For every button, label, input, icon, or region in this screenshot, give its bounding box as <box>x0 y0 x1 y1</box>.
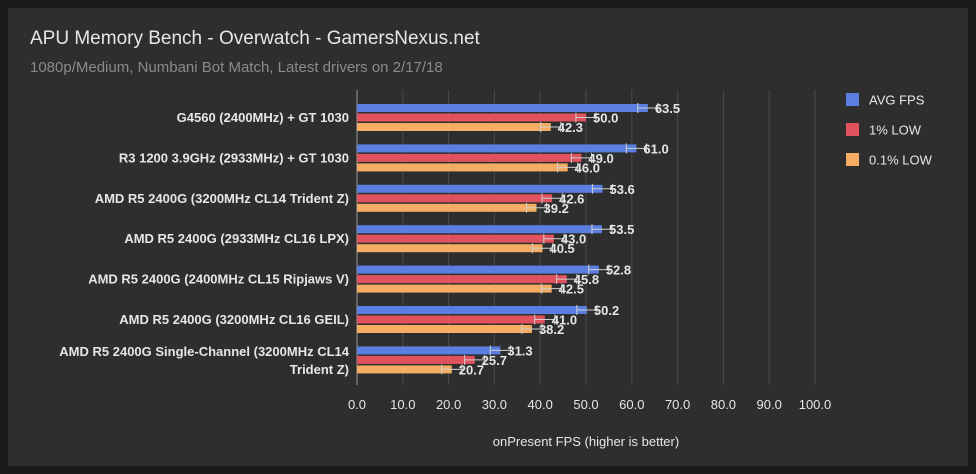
bar <box>357 234 554 243</box>
legend-label: 1% LOW <box>869 123 922 138</box>
bar <box>357 123 551 131</box>
category-label: AMD R5 2400G (3200MHz CL16 GEIL) <box>119 312 349 327</box>
category-label: AMD R5 2400G (3200MHz CL14 Trident Z) <box>95 191 349 206</box>
error-bar <box>489 345 511 356</box>
bar <box>357 144 637 153</box>
error-bar <box>441 364 463 375</box>
x-tick-label: 40.0 <box>528 397 553 412</box>
bar <box>357 275 567 284</box>
bar <box>357 113 586 122</box>
bar <box>357 355 475 364</box>
bar <box>357 325 532 333</box>
data-label: 25.7 <box>482 353 507 368</box>
category-label: AMD R5 2400G (2933MHz CL16 LPX) <box>124 231 349 246</box>
legend-label: AVG FPS <box>869 93 925 108</box>
data-label: 49.0 <box>588 151 613 166</box>
error-bar <box>531 243 554 254</box>
bar <box>357 265 599 274</box>
error-bar <box>557 162 579 173</box>
bar <box>357 153 582 162</box>
x-tick-label: 100.0 <box>799 397 832 412</box>
bar <box>357 104 648 112</box>
bar <box>357 225 603 234</box>
bar-chart: 0.0 10.0 20.0 30.0 40.0 50.0 60.0 70.0 80.0 90.0 1… <box>59 90 933 449</box>
data-label: 38.2 <box>539 322 564 337</box>
bar <box>357 203 537 212</box>
data-label: 39.2 <box>544 201 569 216</box>
x-tick-label: 0.0 <box>348 397 366 412</box>
category-label: AMD R5 2400G (2400MHz CL15 Ripjaws V) <box>88 272 349 287</box>
data-label: 50.0 <box>593 111 618 126</box>
legend-swatch <box>846 93 859 106</box>
bar <box>357 365 452 374</box>
data-label: 41.0 <box>552 313 577 328</box>
chart-subtitle: 1080p/Medium, Numbani Bot Match, Latest … <box>30 59 443 76</box>
bar <box>357 184 603 193</box>
bar <box>357 315 545 324</box>
data-label: 40.5 <box>549 241 574 256</box>
data-label: 50.2 <box>594 303 619 318</box>
error-bar <box>540 122 562 132</box>
error-bar <box>588 264 610 275</box>
bar <box>357 284 552 293</box>
data-label: 63.5 <box>655 101 680 116</box>
bar <box>357 244 543 253</box>
data-label: 61.0 <box>643 141 668 156</box>
error-bar <box>521 324 543 334</box>
error-bar <box>575 112 597 123</box>
data-label: 52.8 <box>606 263 631 278</box>
x-tick-label: 70.0 <box>665 397 690 412</box>
category-label: AMD R5 2400G Single-Channel (3200MHz CL1… <box>59 344 349 377</box>
legend-swatch <box>846 153 859 166</box>
legend-label: 0.1% LOW <box>869 153 933 168</box>
error-bar <box>543 233 565 244</box>
x-tick-label: 30.0 <box>482 397 507 412</box>
bar <box>357 346 501 355</box>
error-bar <box>464 354 486 365</box>
error-bar <box>525 202 548 213</box>
error-bar <box>591 183 614 194</box>
data-label: 46.0 <box>575 160 600 175</box>
error-bar <box>591 224 613 235</box>
data-label: 42.3 <box>558 120 583 135</box>
x-tick-label: 80.0 <box>711 397 736 412</box>
error-bar <box>534 314 556 325</box>
bar <box>357 194 553 203</box>
bar <box>357 306 587 314</box>
x-tick-label: 20.0 <box>436 397 461 412</box>
data-label: 42.5 <box>559 282 584 297</box>
x-tick-label: 60.0 <box>619 397 644 412</box>
data-label: 20.7 <box>459 362 484 377</box>
x-tick-label: 10.0 <box>390 397 415 412</box>
x-axis-title: onPresent FPS (higher is better) <box>493 434 679 449</box>
data-label: 43.0 <box>561 232 586 247</box>
bar <box>357 163 568 172</box>
error-bar <box>541 193 563 204</box>
legend-swatch <box>846 123 859 136</box>
chart-panel: APU Memory Bench - Overwatch - GamersNex… <box>8 8 968 466</box>
data-label: 53.5 <box>609 222 634 237</box>
error-bar <box>576 305 598 315</box>
category-label: G4560 (2400MHz) + GT 1030 <box>177 110 349 125</box>
category-label: R3 1200 3.9GHz (2933MHz) + GT 1030 <box>119 150 349 165</box>
error-bar <box>570 152 592 163</box>
error-bar <box>541 283 563 294</box>
error-bar <box>637 103 659 113</box>
data-label: 45.8 <box>574 272 599 287</box>
data-label: 53.6 <box>609 182 634 197</box>
chart-title: APU Memory Bench - Overwatch - GamersNex… <box>30 28 480 49</box>
data-label: 42.6 <box>559 191 584 206</box>
x-tick-label: 50.0 <box>573 397 598 412</box>
error-bar <box>556 274 578 285</box>
data-label: 31.3 <box>507 343 532 358</box>
x-tick-label: 90.0 <box>757 397 782 412</box>
error-bar <box>625 143 647 154</box>
